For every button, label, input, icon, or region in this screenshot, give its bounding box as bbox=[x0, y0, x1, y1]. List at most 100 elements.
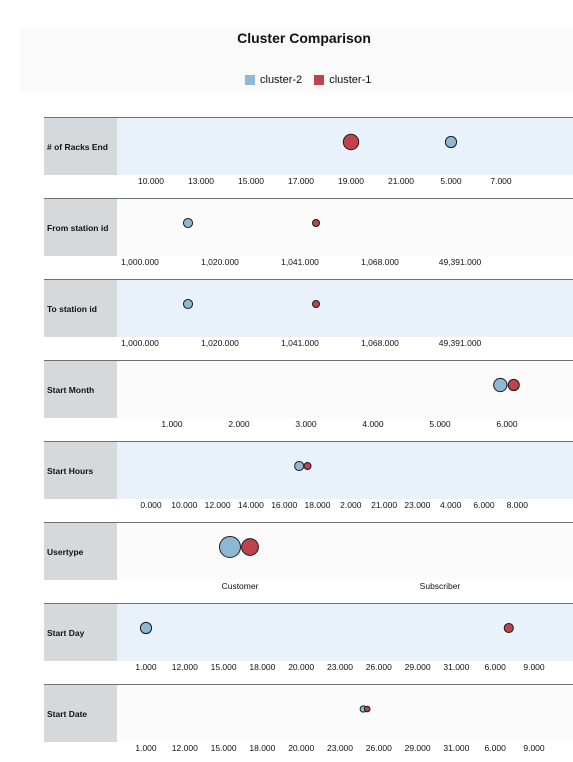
tick-label: 31.000 bbox=[443, 743, 470, 753]
tick-label: 1,041.000 bbox=[281, 257, 319, 267]
panel-label: # of Racks End bbox=[44, 118, 117, 175]
tick-label: Customer bbox=[221, 581, 259, 591]
tick-label: 12.000 bbox=[171, 662, 198, 672]
panel-label: From station id bbox=[44, 199, 117, 256]
chart-title: Cluster Comparison bbox=[237, 30, 371, 46]
panel-label: Start Date bbox=[44, 685, 117, 742]
tick-label: 6.000 bbox=[473, 500, 495, 510]
title-band bbox=[20, 27, 573, 93]
tick-label: 15.000 bbox=[238, 176, 264, 186]
tick-label: 23.000 bbox=[404, 500, 431, 510]
tick-label: 49,391.000 bbox=[438, 338, 482, 348]
tick-label: 1,068.000 bbox=[361, 338, 399, 348]
tick-label: 14.000 bbox=[237, 500, 264, 510]
tick-row: Customer Subscriber bbox=[20, 580, 573, 600]
tick-label: 9.000 bbox=[523, 662, 545, 672]
tick-label: 1,000.000 bbox=[121, 338, 159, 348]
tick-label: 1,000.000 bbox=[121, 257, 159, 267]
tick-label: 23.000 bbox=[327, 662, 353, 672]
tick-label: 5.000 bbox=[440, 176, 462, 186]
tick-label: 6.000 bbox=[484, 743, 506, 753]
tick-label: 13.000 bbox=[188, 176, 214, 186]
tick-label: 5.000 bbox=[429, 419, 451, 429]
point-cluster-1 bbox=[312, 219, 320, 227]
points-layer bbox=[294, 460, 312, 472]
point-cluster-2 bbox=[182, 217, 194, 229]
tick-label: 21.000 bbox=[388, 176, 414, 186]
point-cluster-2 bbox=[444, 135, 458, 149]
point-cluster-1 bbox=[312, 300, 320, 308]
plot-band bbox=[117, 199, 573, 256]
point-cluster-2 bbox=[139, 621, 153, 635]
tick-label: 3.000 bbox=[295, 419, 317, 429]
plot-band bbox=[117, 280, 573, 337]
tick-label: 26.000 bbox=[365, 743, 392, 753]
plot-band bbox=[117, 442, 573, 499]
tick-label: 18.000 bbox=[304, 500, 331, 510]
tick-label: 17.000 bbox=[288, 176, 314, 186]
tick-label: 16.000 bbox=[271, 500, 298, 510]
points-layer bbox=[493, 377, 520, 393]
point-cluster-2 bbox=[294, 460, 305, 472]
tick-label: 1,020.000 bbox=[201, 257, 239, 267]
tick-label: 1.000 bbox=[135, 743, 157, 753]
tick-label: 26.000 bbox=[365, 662, 392, 672]
tick-label: 0.000 bbox=[140, 500, 162, 510]
legend-label-cluster-1: cluster-1 bbox=[329, 74, 372, 86]
points-layer bbox=[219, 536, 259, 558]
tick-label: 4.000 bbox=[362, 419, 384, 429]
point-cluster-2 bbox=[219, 536, 241, 558]
tick-label: Subscriber bbox=[419, 581, 461, 591]
tick-row: 10.000 13.000 15.000 17.000 19.000 21.000 5.00… bbox=[20, 175, 573, 195]
point-cluster-1 bbox=[303, 462, 312, 470]
tick-label: 1,068.000 bbox=[361, 257, 399, 267]
panel-label: Usertype bbox=[44, 523, 117, 580]
legend: cluster-2 cluster-1 bbox=[245, 74, 383, 86]
tick-label: 10.000 bbox=[138, 176, 164, 186]
point-cluster-1 bbox=[342, 133, 360, 151]
tick-label: 23.000 bbox=[327, 743, 353, 753]
panel-start-day: Start Day 1.000 12.000 15.000 18.000 20.000 23… bbox=[20, 603, 573, 681]
points-layer bbox=[182, 298, 320, 310]
panel-usertype: Usertype Customer Subscriber bbox=[20, 522, 573, 600]
tick-label: 31.000 bbox=[443, 662, 470, 672]
legend-item-cluster-2: cluster-2 bbox=[245, 74, 302, 86]
panel-to-station-id: To station id 1,000.000 1,020.000 1,041.000… bbox=[20, 279, 573, 357]
panel-from-station-id: From station id 1,000.000 1,020.000 1,041.0… bbox=[20, 198, 573, 276]
tick-label: 2.000 bbox=[228, 419, 250, 429]
legend-swatch-cluster-1 bbox=[314, 75, 325, 85]
point-cluster-1 bbox=[363, 705, 371, 713]
tick-label: 12.000 bbox=[171, 743, 198, 753]
legend-swatch-cluster-2 bbox=[245, 75, 255, 85]
tick-row: 1.000 2.000 3.000 4.000 5.000 6.000 bbox=[20, 418, 573, 438]
panel-start-date: Start Date 1.000 12.000 15.000 18.000 20.000 2… bbox=[20, 684, 573, 762]
tick-label: 20.000 bbox=[288, 662, 315, 672]
point-cluster-1 bbox=[503, 622, 514, 634]
tick-row: 1.000 12.000 15.000 18.000 20.000 23.000 26.00… bbox=[20, 742, 573, 762]
tick-label: 20.000 bbox=[288, 743, 315, 753]
plot-band bbox=[117, 685, 573, 742]
tick-label: 1,020.000 bbox=[201, 338, 239, 348]
tick-label: 10.000 bbox=[171, 500, 198, 510]
tick-label: 15.000 bbox=[210, 662, 237, 672]
tick-label: 18.000 bbox=[249, 662, 276, 672]
plot-band bbox=[117, 523, 573, 580]
point-cluster-2 bbox=[182, 298, 194, 310]
tick-label: 29.000 bbox=[404, 743, 431, 753]
tick-label: 19.000 bbox=[338, 176, 364, 186]
tick-label: 9.000 bbox=[523, 743, 545, 753]
tick-label: 2.000 bbox=[340, 500, 362, 510]
tick-label: 1,041.000 bbox=[281, 338, 319, 348]
tick-label: 6.000 bbox=[496, 419, 518, 429]
tick-label: 8.000 bbox=[506, 500, 528, 510]
panel-label: To station id bbox=[44, 280, 117, 337]
panel-start-month: Start Month 1.000 2.000 3.000 4.000 5.000 6.00… bbox=[20, 360, 573, 438]
tick-label: 21.000 bbox=[371, 500, 398, 510]
panel-label: Start Hours bbox=[44, 442, 117, 499]
tick-row: 1,000.000 1,020.000 1,041.000 1,068.000 49,3… bbox=[20, 256, 573, 276]
tick-label: 4.000 bbox=[440, 500, 462, 510]
point-cluster-1 bbox=[241, 538, 259, 556]
tick-label: 49,391.000 bbox=[438, 257, 482, 267]
points-layer bbox=[182, 217, 320, 229]
tick-label: 29.000 bbox=[404, 662, 431, 672]
